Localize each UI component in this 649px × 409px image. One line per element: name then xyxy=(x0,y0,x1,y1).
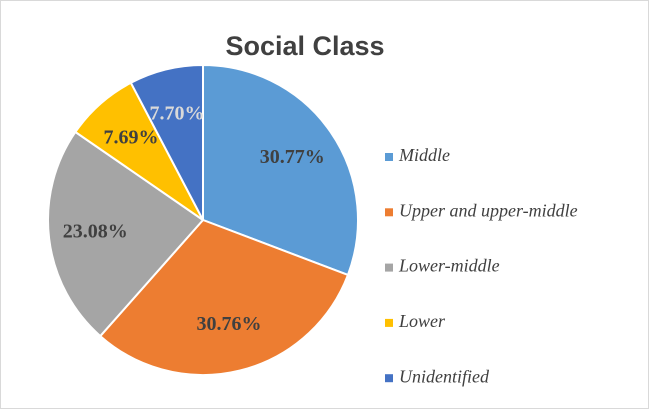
pie-slice xyxy=(129,63,204,221)
chart-title: Social Class xyxy=(225,31,384,61)
legend-label: Upper and upper-middle xyxy=(399,200,578,220)
legend-swatch xyxy=(385,263,393,272)
legend-swatch xyxy=(385,153,393,161)
data-label: 30.77% xyxy=(260,146,325,168)
legend-swatch xyxy=(385,208,393,217)
pie-slice xyxy=(47,130,205,338)
pie-slice xyxy=(98,218,350,376)
legend-swatch xyxy=(385,374,393,383)
data-label: 7.69% xyxy=(104,126,159,148)
legend-label: Unidentified xyxy=(399,366,490,386)
data-label: 7.70% xyxy=(150,102,205,124)
data-label: 30.76% xyxy=(196,313,261,335)
legend-label: Lower-middle xyxy=(398,256,500,276)
legend-label: Middle xyxy=(398,145,450,165)
data-label: 23.08% xyxy=(63,221,128,243)
pie-slice xyxy=(202,63,359,277)
legend-swatch xyxy=(385,318,393,327)
legend-label: Lower xyxy=(398,311,446,331)
